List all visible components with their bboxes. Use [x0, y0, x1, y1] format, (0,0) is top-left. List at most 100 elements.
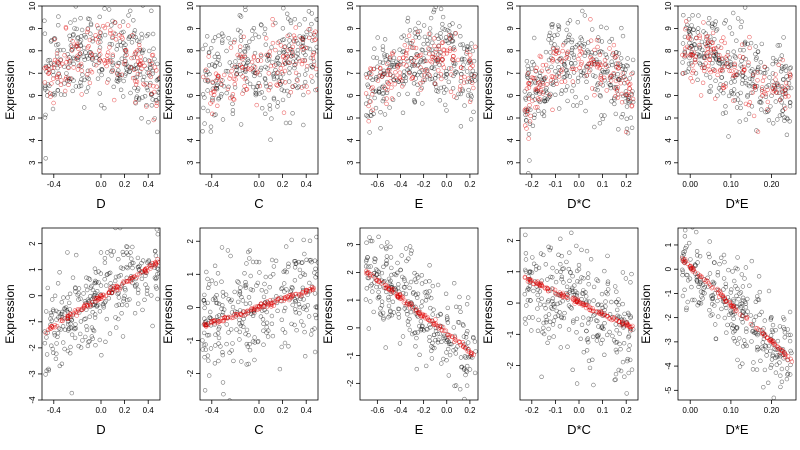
cloud-point: [687, 55, 692, 61]
cloud-point: [297, 304, 302, 310]
fit-point: [110, 52, 116, 57]
y-tick-label: 1: [506, 269, 515, 274]
y-tick-label: 10: [664, 1, 673, 10]
fit-point: [51, 100, 56, 106]
cloud-point: [88, 285, 94, 290]
fit-point: [225, 316, 230, 321]
x-tick-label: 0.4: [143, 180, 155, 189]
cloud-point: [574, 103, 580, 108]
fit-point: [280, 62, 286, 68]
fit-point: [573, 299, 578, 304]
cloud-point: [461, 334, 467, 339]
cloud-point: [559, 274, 565, 279]
cloud-point: [758, 60, 763, 65]
cloud-point: [531, 261, 537, 266]
fit-point: [594, 37, 600, 43]
cloud-point: [544, 90, 550, 96]
cloud-point: [578, 35, 583, 40]
fit-point: [702, 277, 707, 282]
cloud-point: [523, 269, 529, 274]
cloud-point: [444, 87, 449, 92]
cloud-point: [226, 35, 231, 41]
cloud-point: [574, 381, 580, 386]
cloud-point: [113, 325, 119, 330]
cloud-point: [787, 119, 792, 124]
cloud-point: [582, 53, 587, 58]
cloud-point: [774, 362, 779, 367]
cloud-point: [202, 95, 207, 100]
cloud-point: [220, 310, 226, 315]
cloud-point: [371, 55, 376, 60]
cloud-point: [782, 65, 787, 70]
cloud-point: [737, 364, 743, 369]
cloud-point: [250, 259, 256, 265]
fit-point: [104, 59, 109, 64]
cloud-point: [574, 268, 580, 274]
cloud-point: [421, 23, 427, 28]
fit-point: [466, 347, 471, 352]
cloud-point: [618, 368, 624, 374]
cloud-point: [97, 91, 103, 96]
cloud-point: [561, 266, 566, 271]
fit-point: [266, 87, 271, 93]
cloud-point: [45, 285, 50, 291]
cloud-point: [735, 341, 740, 346]
cloud-point: [618, 56, 624, 61]
fit-point: [258, 52, 264, 57]
fit-point: [389, 289, 394, 295]
cloud-point: [713, 19, 718, 24]
fit-point: [560, 48, 565, 54]
cloud-point: [697, 60, 702, 66]
cloud-point: [43, 309, 49, 314]
cloud-point: [444, 350, 449, 355]
cloud-point: [411, 290, 416, 295]
cloud-point: [706, 251, 711, 257]
cloud-point: [623, 276, 629, 281]
fit-point: [700, 80, 706, 86]
fit-point: [680, 52, 685, 58]
cloud-point: [154, 286, 159, 291]
cloud-point: [263, 274, 268, 280]
fit-point: [102, 25, 108, 31]
cloud-point: [102, 32, 108, 38]
cloud-point: [368, 238, 373, 244]
cloud-point: [102, 300, 107, 305]
cloud-point: [72, 26, 77, 31]
fit-point: [690, 265, 696, 271]
fit-point: [629, 324, 634, 330]
fit-point: [117, 32, 122, 38]
y-tick-label: 1: [346, 297, 355, 302]
fit-point: [285, 33, 290, 39]
fit-point: [244, 87, 249, 92]
cloud-point: [83, 35, 89, 40]
cloud-point: [122, 293, 127, 299]
cloud-point: [524, 303, 529, 308]
cloud-point: [76, 286, 82, 291]
fit-point: [435, 324, 441, 329]
cloud-point: [695, 260, 700, 265]
cloud-point: [597, 92, 603, 98]
cloud-point: [66, 300, 72, 306]
fit-point: [275, 70, 280, 76]
fit-point: [688, 45, 693, 51]
cloud-point: [688, 257, 693, 262]
cloud-point: [566, 327, 572, 332]
cloud-point: [244, 75, 249, 81]
points: [679, 228, 795, 400]
fit-point: [67, 76, 73, 81]
fit-point: [297, 58, 302, 64]
fit-point: [441, 51, 446, 57]
fit-point: [108, 285, 114, 290]
cloud-point: [389, 265, 394, 271]
cloud-point: [126, 13, 131, 18]
fit-point: [303, 45, 308, 50]
cloud-point: [613, 111, 618, 117]
cloud-point: [243, 280, 248, 285]
cloud-point: [680, 293, 686, 299]
cloud-point: [224, 48, 229, 54]
cloud-point: [591, 382, 596, 388]
cloud-point: [603, 52, 609, 57]
cloud-point: [292, 62, 297, 68]
cloud-point: [77, 331, 83, 337]
cloud-point: [539, 278, 544, 283]
